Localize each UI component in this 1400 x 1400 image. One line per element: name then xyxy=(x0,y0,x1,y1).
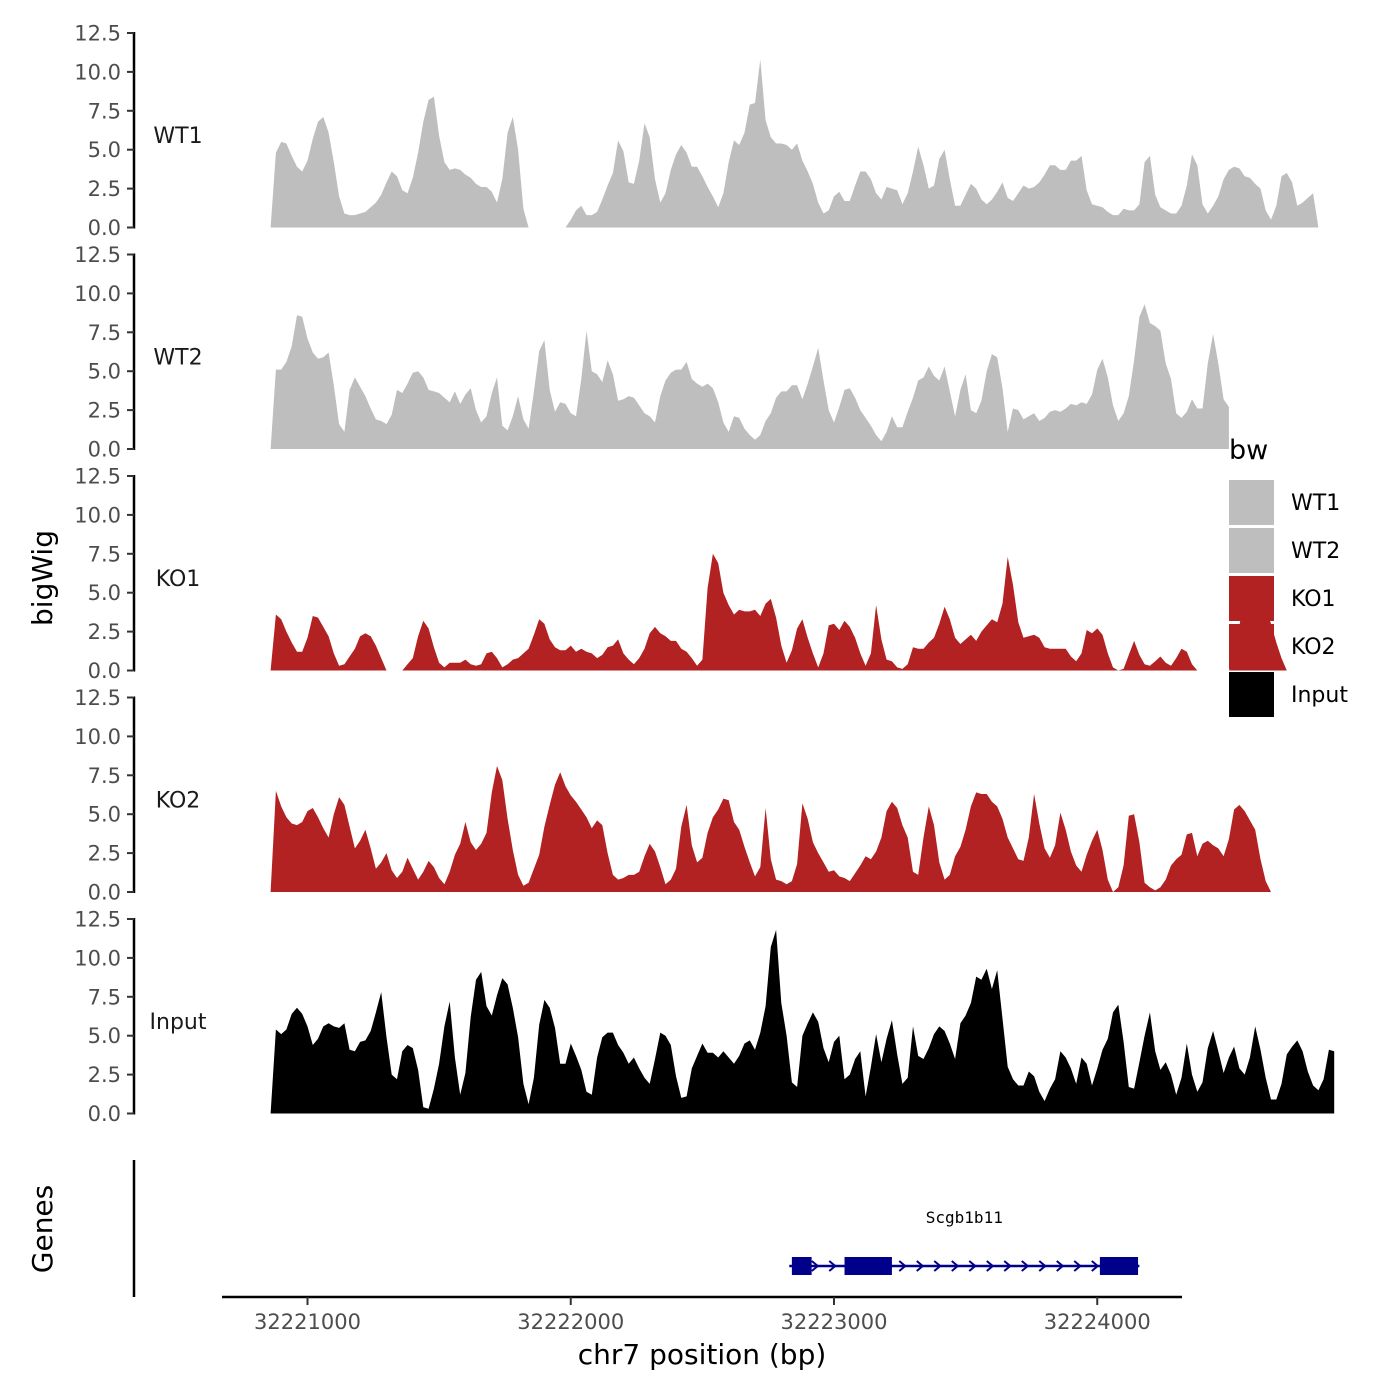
y-tick-label-WT1: 2.5 xyxy=(88,177,121,201)
y-tick-label-KO2: 0.0 xyxy=(88,881,121,905)
strand-arrow xyxy=(933,1260,942,1272)
y-tick-label-WT2: 12.5 xyxy=(74,243,121,267)
area-WT1 xyxy=(270,96,529,228)
strand-arrow xyxy=(986,1260,995,1272)
y-tick-label-WT1: 5.0 xyxy=(88,138,121,162)
y-axis-title: bigWig xyxy=(26,530,59,626)
y-tick-label-KO1: 2.5 xyxy=(88,620,121,644)
y-tick-label-WT1: 0.0 xyxy=(88,216,121,240)
y-tick-label-KO1: 12.5 xyxy=(74,465,121,489)
area-KO2 xyxy=(270,766,1272,892)
track-KO1: 0.0 2.5 5.0 7.5 10.0 12.5 KO1 xyxy=(74,465,1287,683)
strand-arrow xyxy=(1038,1260,1047,1272)
y-tick-label-WT2: 7.5 xyxy=(88,321,121,345)
strand-arrow xyxy=(916,1260,925,1272)
y-tick-label-KO1: 5.0 xyxy=(88,581,121,605)
legend-swatch-KO2 xyxy=(1229,624,1274,669)
track-label-Input: Input xyxy=(150,1010,207,1035)
strand-arrow xyxy=(1056,1260,1065,1272)
y-tick-label-WT2: 5.0 xyxy=(88,360,121,384)
strand-arrow xyxy=(828,1260,837,1272)
area-Input xyxy=(270,929,1335,1114)
track-label-WT1: WT1 xyxy=(153,124,202,149)
y-tick-label-KO1: 10.0 xyxy=(74,503,121,527)
y-tick-label-KO1: 7.5 xyxy=(88,542,121,566)
legend-swatch-WT1 xyxy=(1229,480,1274,525)
strand-arrow xyxy=(1073,1260,1082,1272)
y-tick-label-WT1: 10.0 xyxy=(74,60,121,84)
genes-panel: Genes Scgb1b11 xyxy=(26,1160,1140,1297)
y-tick-label-Input: 2.5 xyxy=(88,1063,121,1087)
track-Input: 0.0 2.5 5.0 7.5 10.0 12.5 Input xyxy=(74,908,1335,1126)
strand-arrow xyxy=(1021,1260,1030,1272)
legend-swatch-KO1 xyxy=(1229,576,1274,621)
y-tick-label-WT2: 0.0 xyxy=(88,438,121,462)
x-tick-label: 32221000 xyxy=(254,1310,361,1334)
legend-swatch-WT2 xyxy=(1229,528,1274,573)
legend-title: bw xyxy=(1229,435,1268,466)
y-tick-label-Input: 12.5 xyxy=(74,908,121,932)
x-tick-label: 32224000 xyxy=(1044,1310,1151,1334)
strand-arrow xyxy=(968,1260,977,1272)
y-tick-label-WT1: 12.5 xyxy=(74,22,121,46)
strand-arrow xyxy=(1091,1260,1100,1272)
y-tick-label-KO2: 5.0 xyxy=(88,803,121,827)
genes-axis-title: Genes xyxy=(26,1185,59,1273)
gene-exon xyxy=(791,1257,812,1275)
legend-label-KO1: KO1 xyxy=(1291,587,1336,612)
y-tick-label-Input: 0.0 xyxy=(88,1102,121,1126)
track-label-KO1: KO1 xyxy=(156,567,201,592)
x-tick-label: 32223000 xyxy=(781,1310,888,1334)
y-tick-label-WT2: 10.0 xyxy=(74,282,121,306)
y-tick-label-WT2: 2.5 xyxy=(88,399,121,423)
y-tick-label-KO2: 12.5 xyxy=(74,686,121,710)
legend-label-KO2: KO2 xyxy=(1291,635,1336,660)
track-label-KO2: KO2 xyxy=(156,789,201,814)
y-tick-label-KO2: 10.0 xyxy=(74,725,121,749)
gene-structure xyxy=(789,1257,1140,1275)
area-KO1 xyxy=(402,553,1198,671)
tracks-layer: 0.0 2.5 5.0 7.5 10.0 12.5 WT1 0.0 2.5 5.0 7.5 10.0 1… xyxy=(74,22,1335,1126)
x-tick-label: 32222000 xyxy=(517,1310,624,1334)
strand-arrow xyxy=(898,1260,907,1272)
y-tick-label-Input: 10.0 xyxy=(74,946,121,970)
legend: bw WT1 WT2 KO1 KO2 Input xyxy=(1229,435,1348,717)
legend-swatch-Input xyxy=(1229,672,1274,717)
strand-arrow xyxy=(1003,1260,1012,1272)
gene-name-label: Scgb1b11 xyxy=(926,1208,1003,1227)
y-tick-label-Input: 7.5 xyxy=(88,985,121,1009)
y-tick-label-KO2: 7.5 xyxy=(88,764,121,788)
area-WT2 xyxy=(270,304,1229,449)
gene-exon xyxy=(844,1257,892,1275)
legend-label-WT1: WT1 xyxy=(1291,491,1340,516)
track-WT2: 0.0 2.5 5.0 7.5 10.0 12.5 WT2 xyxy=(74,243,1229,462)
track-label-WT2: WT2 xyxy=(153,346,202,371)
track-KO2: 0.0 2.5 5.0 7.5 10.0 12.5 KO2 xyxy=(74,686,1272,905)
x-axis-title: chr7 position (bp) xyxy=(578,1338,827,1371)
y-tick-label-KO1: 0.0 xyxy=(88,659,121,683)
area-KO1 xyxy=(270,614,387,671)
area-WT1 xyxy=(565,59,1319,228)
strand-arrow xyxy=(811,1260,820,1272)
legend-label-WT2: WT2 xyxy=(1291,539,1340,564)
strand-arrow xyxy=(951,1260,960,1272)
y-tick-label-KO2: 2.5 xyxy=(88,842,121,866)
legend-label-Input: Input xyxy=(1291,683,1348,708)
y-tick-label-WT1: 7.5 xyxy=(88,99,121,123)
y-tick-label-Input: 5.0 xyxy=(88,1024,121,1048)
x-axis: chr7 position (bp) 32221000 32222000 32223… xyxy=(222,1295,1182,1371)
gene-exon xyxy=(1099,1257,1139,1275)
track-WT1: 0.0 2.5 5.0 7.5 10.0 12.5 WT1 xyxy=(74,22,1319,240)
